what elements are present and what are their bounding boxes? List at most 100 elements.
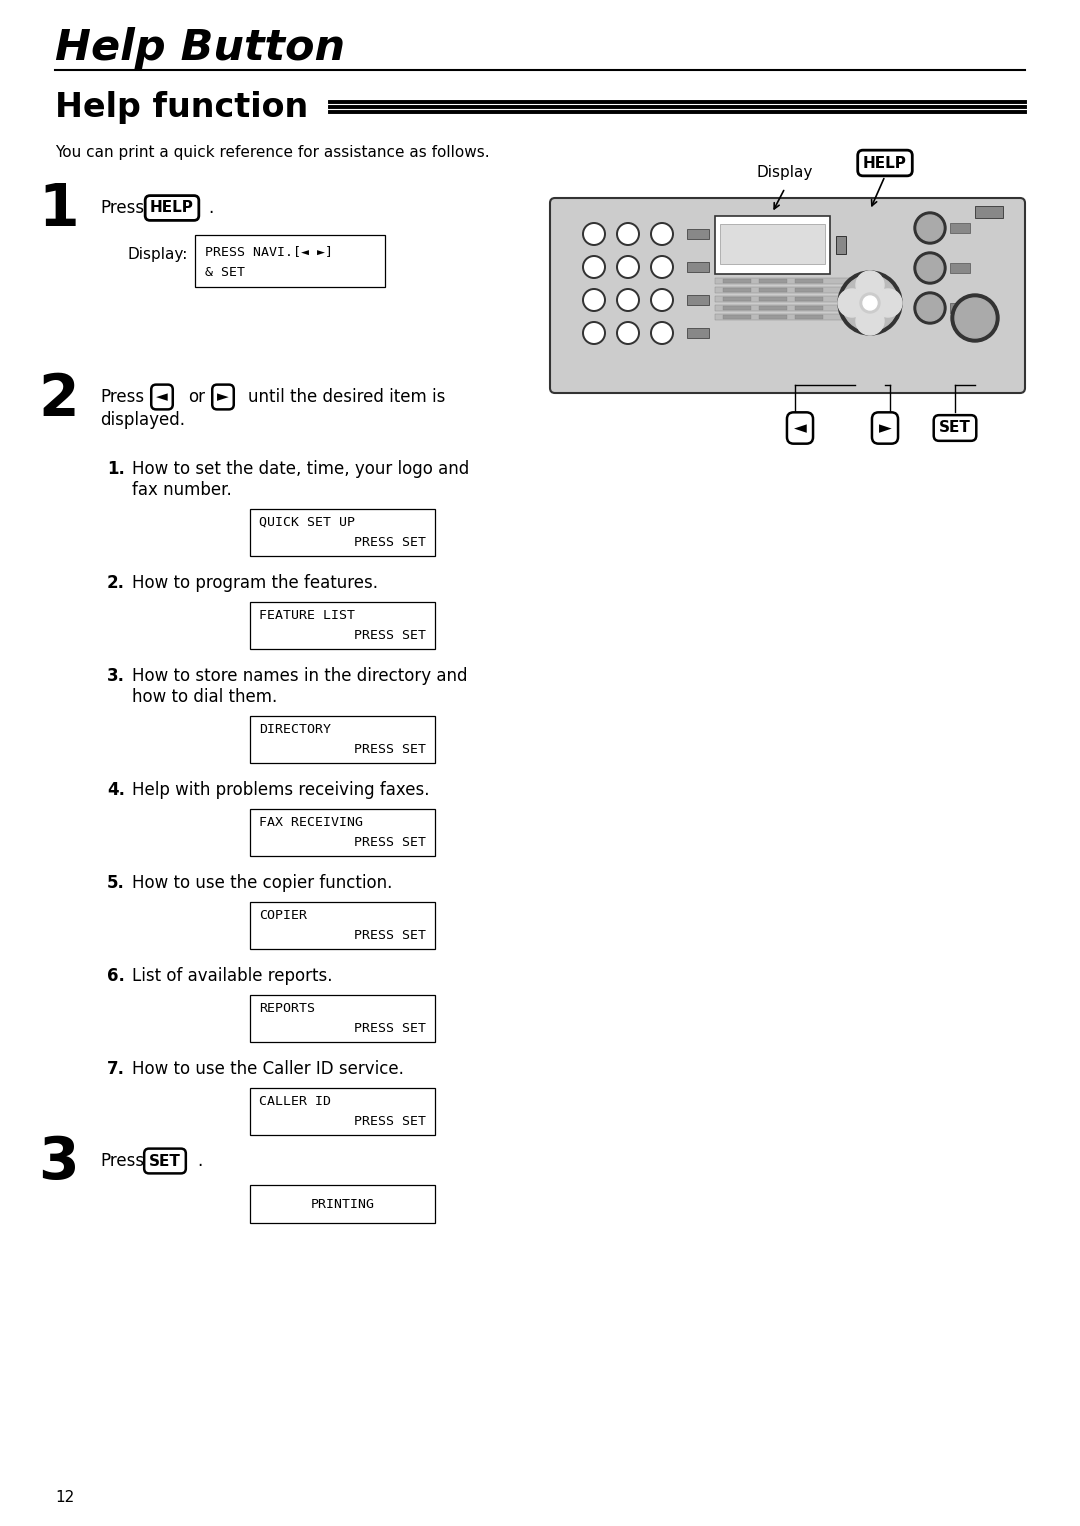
Bar (950, 223, 970, 233)
Text: Press: Press (100, 198, 144, 217)
Circle shape (618, 290, 638, 310)
Text: List of available reports.: List of available reports. (132, 967, 333, 984)
Circle shape (616, 255, 640, 279)
Bar (195, 235, 384, 287)
Text: 2: 2 (38, 371, 79, 429)
Circle shape (917, 215, 943, 241)
Circle shape (856, 272, 885, 299)
Text: 3: 3 (38, 1134, 79, 1192)
Text: HELP: HELP (863, 156, 907, 171)
Circle shape (951, 295, 999, 342)
Text: 2.: 2. (107, 574, 125, 592)
Bar (687, 328, 708, 337)
Bar (715, 217, 831, 275)
Bar (723, 314, 751, 319)
Text: PRESS SET: PRESS SET (354, 929, 426, 943)
Bar (687, 295, 708, 305)
Bar (723, 279, 751, 282)
Bar (795, 298, 823, 301)
Bar (249, 716, 435, 763)
Circle shape (650, 288, 674, 311)
Text: QUICK SET UP: QUICK SET UP (259, 516, 355, 528)
Bar (950, 262, 970, 273)
Text: FAX RECEIVING: FAX RECEIVING (259, 816, 363, 829)
Bar (715, 296, 870, 302)
Text: SET: SET (940, 421, 971, 435)
Circle shape (618, 324, 638, 343)
Bar (249, 809, 435, 856)
Text: CALLER ID: CALLER ID (259, 1094, 330, 1108)
Bar (975, 206, 1003, 218)
Text: COPIER: COPIER (259, 908, 307, 922)
Circle shape (584, 324, 604, 343)
Bar (759, 298, 787, 301)
Bar (249, 995, 435, 1042)
Bar (723, 288, 751, 291)
Circle shape (616, 320, 640, 345)
Bar (715, 278, 870, 284)
Circle shape (650, 255, 674, 279)
Text: or: or (188, 388, 205, 406)
Circle shape (584, 224, 604, 244)
Circle shape (584, 290, 604, 310)
Text: 6.: 6. (107, 967, 125, 984)
Circle shape (582, 255, 606, 279)
Bar (249, 510, 435, 555)
Bar (249, 902, 435, 949)
Text: How to store names in the directory and: How to store names in the directory and (132, 667, 468, 685)
Text: PRESS SET: PRESS SET (354, 836, 426, 850)
Bar (715, 287, 870, 293)
Text: PRINTING: PRINTING (311, 1198, 375, 1210)
Circle shape (582, 221, 606, 246)
Text: How to set the date, time, your logo and: How to set the date, time, your logo and (132, 459, 469, 478)
Circle shape (914, 252, 946, 284)
Circle shape (838, 272, 902, 336)
Text: Help with problems receiving faxes.: Help with problems receiving faxes. (132, 781, 430, 800)
Text: .: . (197, 1152, 202, 1170)
Bar (759, 279, 787, 282)
Circle shape (856, 307, 885, 336)
Bar (715, 305, 870, 311)
Bar (723, 307, 751, 310)
Text: Display:: Display: (127, 247, 188, 262)
Text: You can print a quick reference for assistance as follows.: You can print a quick reference for assi… (55, 145, 489, 160)
Circle shape (652, 256, 672, 278)
Circle shape (914, 291, 946, 324)
Circle shape (650, 221, 674, 246)
Text: PRESS NAVI.[◄ ►]: PRESS NAVI.[◄ ►] (205, 246, 333, 258)
Text: SET: SET (149, 1154, 181, 1169)
Text: How to use the copier function.: How to use the copier function. (132, 874, 392, 893)
Bar (720, 224, 825, 264)
Text: PRESS SET: PRESS SET (354, 629, 426, 642)
FancyBboxPatch shape (550, 198, 1025, 394)
Text: REPORTS: REPORTS (259, 1001, 315, 1015)
Circle shape (914, 212, 946, 244)
Bar (759, 307, 787, 310)
Bar (723, 298, 751, 301)
Text: ◄: ◄ (794, 420, 807, 436)
Text: DIRECTORY: DIRECTORY (259, 723, 330, 736)
Text: 5.: 5. (107, 874, 125, 893)
Circle shape (618, 224, 638, 244)
Text: ►: ► (217, 389, 229, 404)
Bar (795, 314, 823, 319)
Circle shape (863, 296, 877, 310)
Text: PRESS SET: PRESS SET (354, 1116, 426, 1128)
Text: Help Button: Help Button (55, 27, 346, 69)
Circle shape (842, 275, 897, 331)
Bar (795, 288, 823, 291)
Circle shape (650, 320, 674, 345)
Circle shape (917, 255, 943, 281)
Text: PRESS SET: PRESS SET (354, 536, 426, 549)
Bar (249, 601, 435, 649)
Text: 3.: 3. (107, 667, 125, 685)
Circle shape (860, 293, 880, 313)
Text: ◄: ◄ (157, 389, 167, 404)
Text: Help function: Help function (55, 90, 308, 124)
Text: .: . (208, 198, 213, 217)
Text: How to use the Caller ID service.: How to use the Caller ID service. (132, 1061, 404, 1077)
Text: Press: Press (100, 1152, 144, 1170)
Circle shape (616, 221, 640, 246)
Circle shape (618, 256, 638, 278)
Text: until the desired item is: until the desired item is (248, 388, 445, 406)
